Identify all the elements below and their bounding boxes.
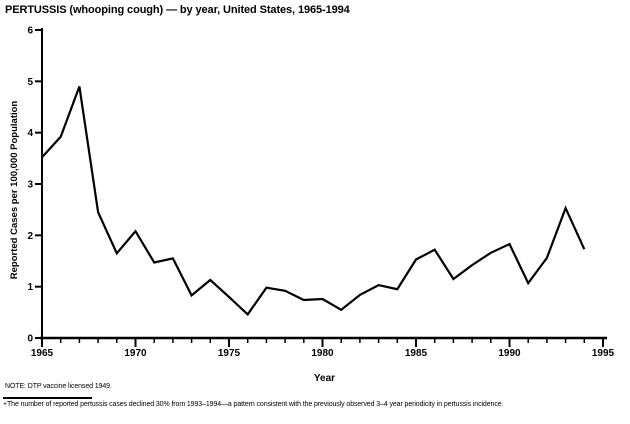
footnote: +The number of reported pertussis cases … [3, 401, 622, 409]
y-tick-label: 3 [27, 180, 33, 191]
x-tick-label: 1990 [498, 348, 521, 359]
x-axis-label: Year [314, 373, 335, 384]
y-axis-label: Reported Cases per 100,000 Population [9, 101, 20, 280]
x-tick-label: 1980 [311, 348, 334, 359]
footnote-text: The number of reported pertussis cases d… [7, 401, 504, 408]
footnote-divider [3, 397, 92, 399]
y-tick-label: 5 [27, 77, 33, 88]
x-tick-label: 1995 [592, 348, 615, 359]
x-tick-label: 1965 [31, 348, 54, 359]
x-tick-label: 1975 [218, 348, 241, 359]
footnote-marker: + [3, 401, 7, 408]
x-tick-label: 1970 [124, 348, 147, 359]
y-tick-label: 2 [27, 231, 33, 242]
y-tick-label: 0 [27, 334, 33, 345]
data-line-pertussis-rate [41, 86, 586, 317]
y-tick-label: 1 [27, 282, 33, 293]
y-tick-label: 4 [27, 128, 33, 139]
chart-title: PERTUSSIS (whooping cough) — by year, Un… [5, 4, 350, 16]
x-tick-label: 1985 [405, 348, 428, 359]
note-text: NOTE: DTP vaccine licensed 1949. [5, 383, 112, 390]
y-tick-label: 6 [27, 26, 33, 37]
